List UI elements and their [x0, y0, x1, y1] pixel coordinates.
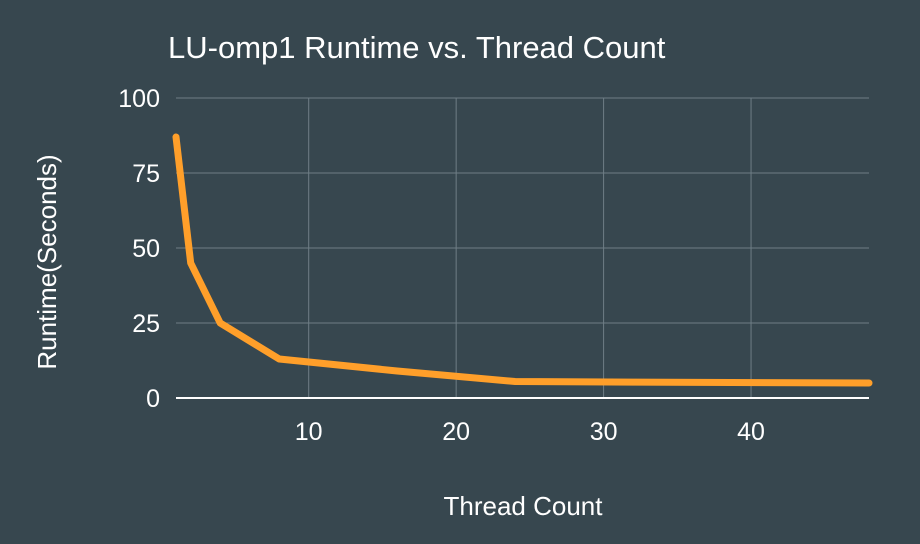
series [172, 133, 873, 387]
x-axis-title: Thread Count [444, 491, 604, 521]
x-tick-label: 10 [295, 418, 323, 446]
x-tick-label: 40 [737, 418, 765, 446]
y-tick-label: 50 [132, 235, 160, 263]
tick-labels: 0 25 50 75 100 10 20 30 40 [118, 85, 765, 446]
y-axis-title: Runtime(Seconds) [32, 154, 62, 369]
y-tick-label: 25 [132, 310, 160, 338]
series-line [172, 133, 873, 387]
y-tick-label: 0 [146, 385, 160, 413]
y-tick-label: 75 [132, 160, 160, 188]
x-tick-label: 30 [590, 418, 618, 446]
chart-title: LU-omp1 Runtime vs. Thread Count [168, 30, 666, 65]
grid [176, 97, 869, 398]
x-tick-label: 20 [442, 418, 470, 446]
y-tick-label: 100 [118, 85, 160, 113]
